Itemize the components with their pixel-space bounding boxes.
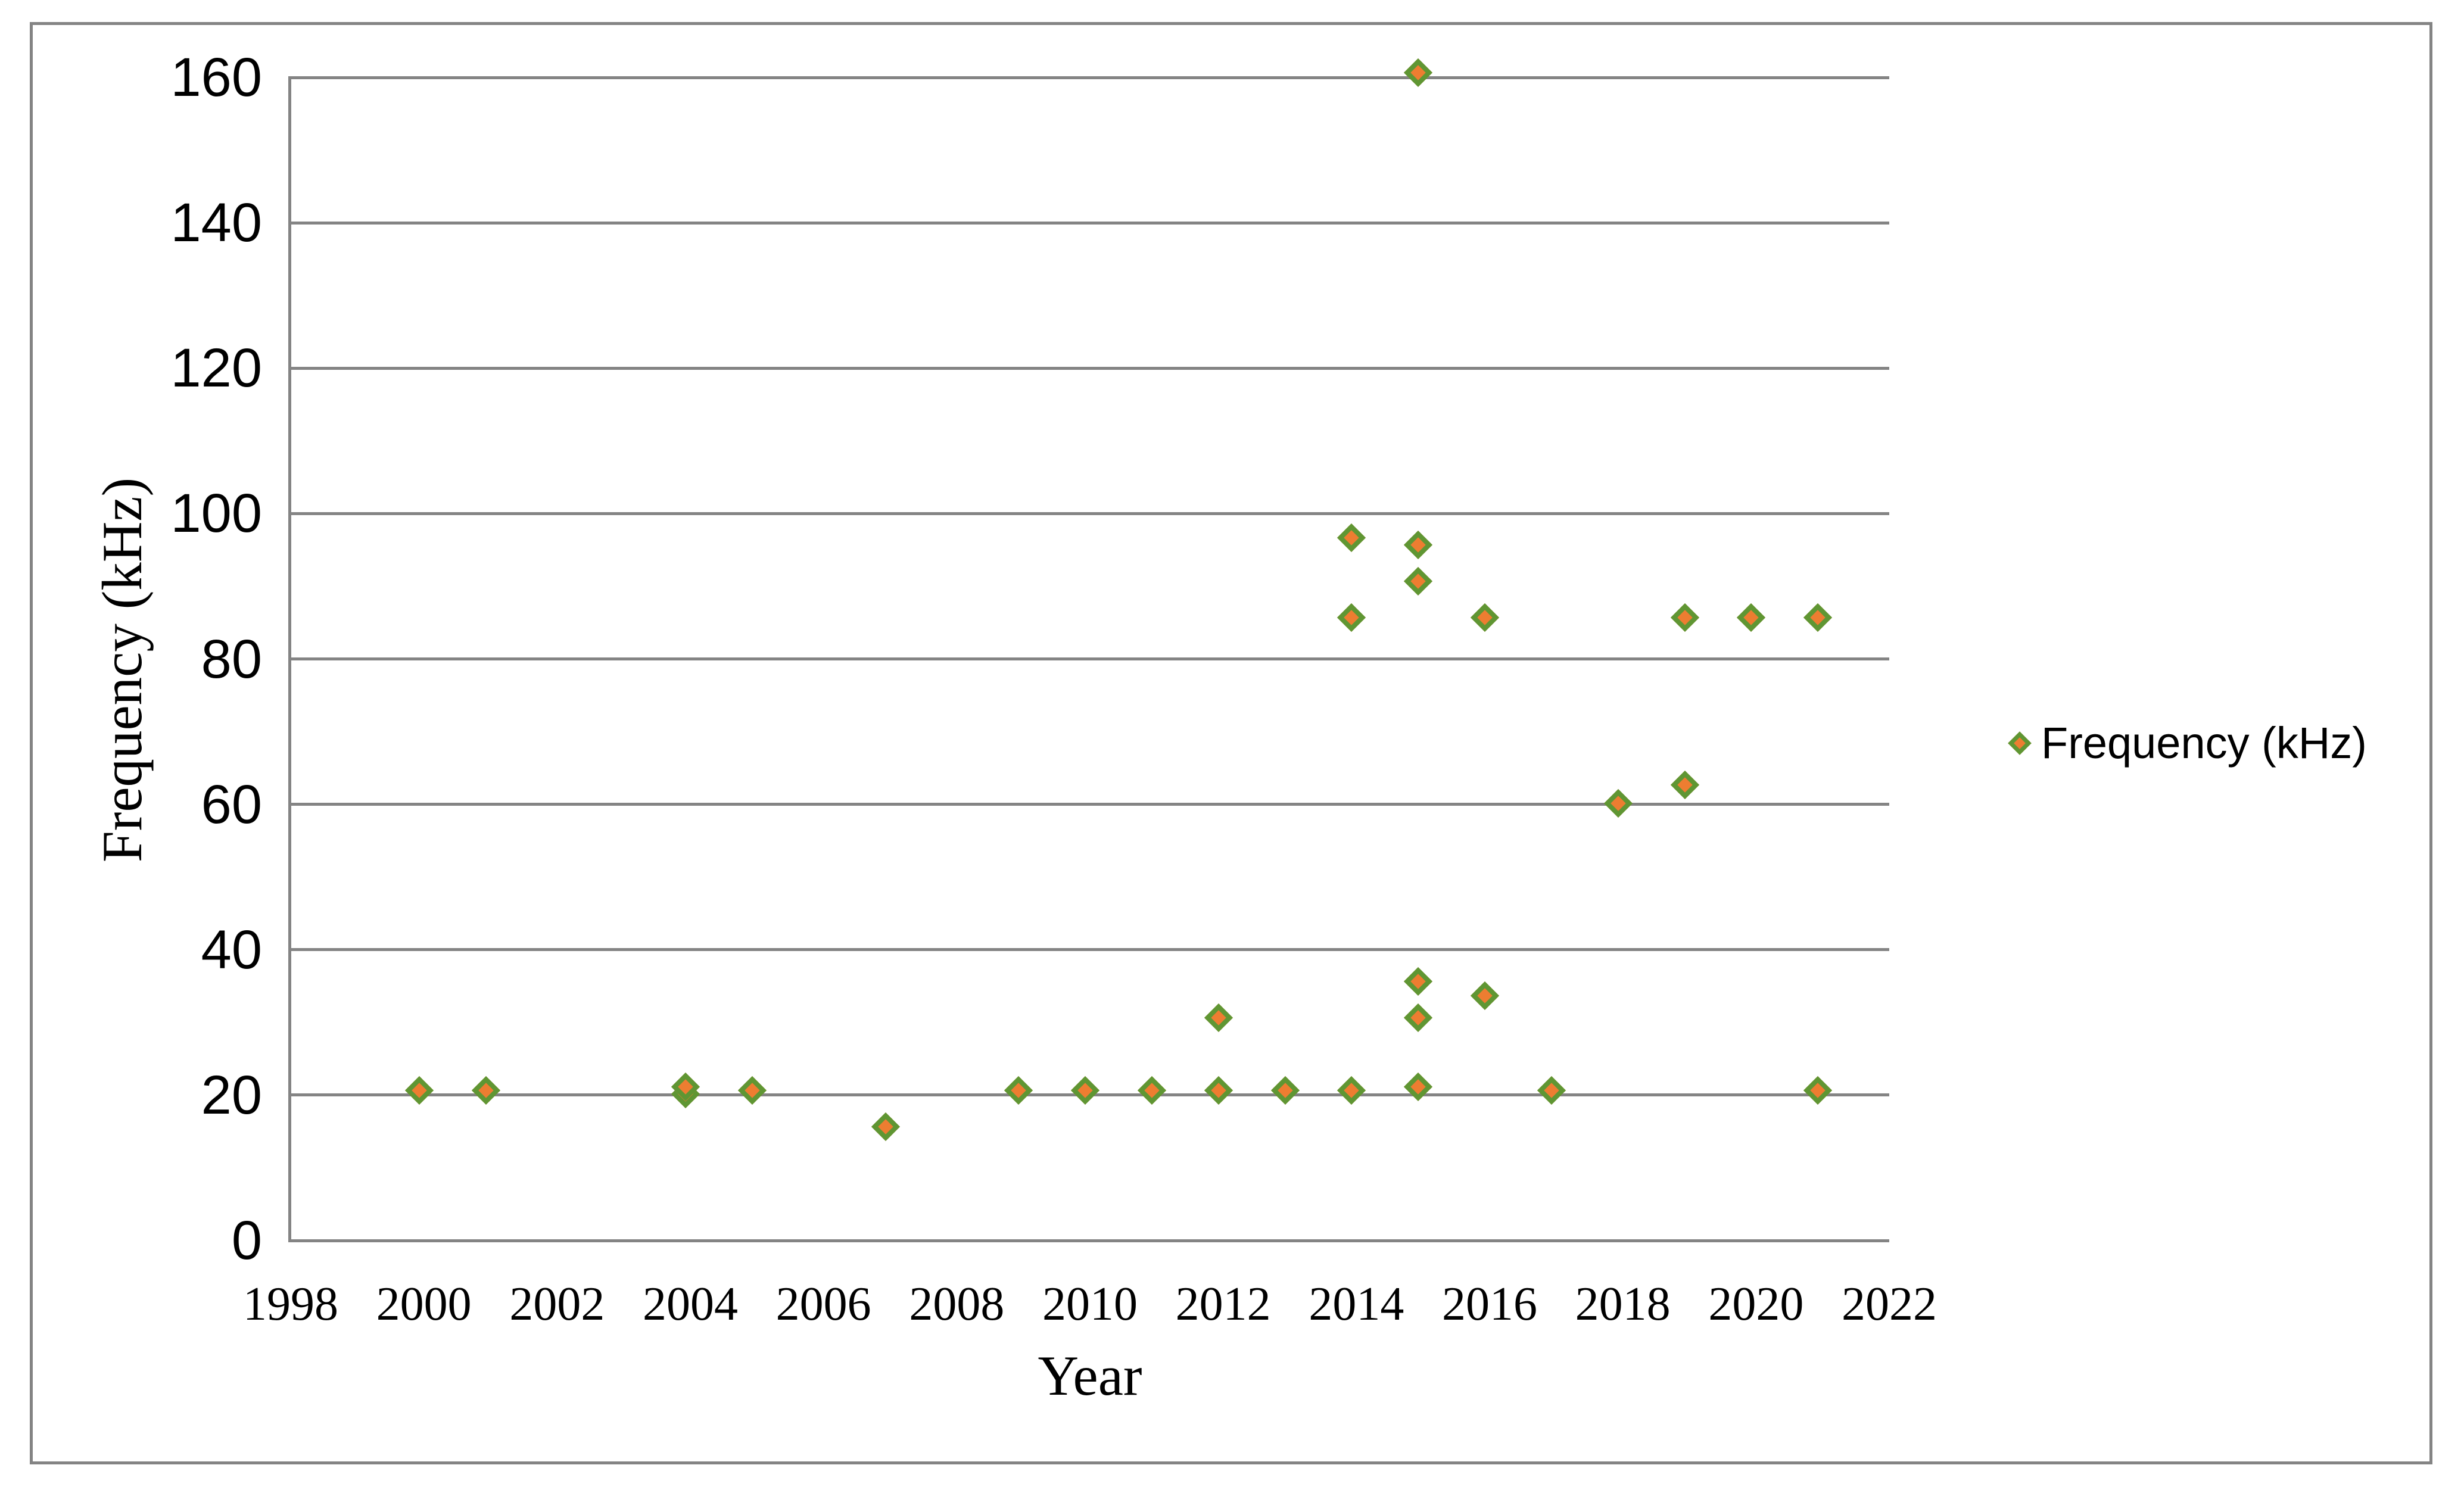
data-point-marker xyxy=(1337,1076,1366,1105)
chart-border-frame xyxy=(30,22,2432,1464)
data-point-marker xyxy=(1137,1076,1166,1105)
y-axis-line xyxy=(288,76,291,1242)
data-point-marker xyxy=(1404,967,1433,996)
x-tick-label: 2004 xyxy=(643,1278,738,1330)
x-tick-label: 2010 xyxy=(1042,1278,1138,1330)
x-axis-line xyxy=(291,1239,1889,1242)
data-point-marker xyxy=(737,1076,767,1105)
data-point-marker xyxy=(1270,1076,1300,1105)
data-point-marker xyxy=(404,1076,434,1105)
data-point-marker xyxy=(1737,603,1766,632)
data-point-marker xyxy=(471,1076,500,1105)
y-tick-label: 160 xyxy=(170,47,263,108)
gridline xyxy=(291,221,1889,225)
legend-label: Frequency (kHz) xyxy=(2041,718,2367,768)
data-point-marker xyxy=(1404,1072,1433,1101)
x-tick-label: 2018 xyxy=(1575,1278,1671,1330)
y-tick-label: 140 xyxy=(170,192,263,254)
y-tick-label: 40 xyxy=(201,919,262,980)
data-point-marker xyxy=(1404,531,1433,560)
legend: Frequency (kHz) xyxy=(2008,713,2367,773)
gridline xyxy=(291,76,1889,79)
data-point-marker xyxy=(1670,771,1699,800)
data-point-marker xyxy=(1337,523,1366,553)
gridline xyxy=(291,657,1889,660)
x-tick-label: 2006 xyxy=(775,1278,871,1330)
y-tick-label: 100 xyxy=(170,483,263,544)
y-axis-title: Frequency (kHz) xyxy=(91,477,154,863)
data-point-marker xyxy=(1470,603,1500,632)
x-tick-label: 2020 xyxy=(1708,1278,1804,1330)
y-tick-label: 0 xyxy=(231,1210,262,1271)
x-axis-title: Year xyxy=(1038,1344,1142,1407)
x-tick-label: 2012 xyxy=(1175,1278,1271,1330)
x-tick-label: 2008 xyxy=(909,1278,1005,1330)
gridline xyxy=(291,948,1889,952)
data-point-marker xyxy=(1670,603,1699,632)
data-point-marker xyxy=(1204,1003,1233,1032)
y-tick-label: 80 xyxy=(201,628,262,690)
x-tick-label: 2022 xyxy=(1842,1278,1937,1330)
data-point-marker xyxy=(1803,603,1833,632)
gridline xyxy=(291,803,1889,806)
gridline xyxy=(291,512,1889,515)
legend-diamond-icon xyxy=(2008,731,2032,755)
data-point-marker xyxy=(1803,1076,1833,1105)
data-point-marker xyxy=(1004,1076,1033,1105)
x-tick-label: 1998 xyxy=(243,1278,338,1330)
data-point-marker xyxy=(1337,603,1366,632)
data-point-marker xyxy=(1404,567,1433,596)
data-point-marker xyxy=(1603,788,1633,818)
data-point-marker xyxy=(871,1112,900,1141)
x-tick-label: 2000 xyxy=(376,1278,472,1330)
data-point-marker xyxy=(1070,1076,1100,1105)
data-point-marker xyxy=(1470,981,1500,1011)
data-point-marker xyxy=(1204,1076,1233,1105)
x-tick-label: 2002 xyxy=(509,1278,605,1330)
y-tick-label: 20 xyxy=(201,1064,262,1126)
data-point-marker xyxy=(1404,1003,1433,1032)
x-tick-label: 2016 xyxy=(1442,1278,1537,1330)
gridline xyxy=(291,366,1889,370)
data-point-marker xyxy=(1537,1076,1566,1105)
data-point-marker xyxy=(1404,58,1433,88)
y-tick-label: 120 xyxy=(170,338,263,399)
x-tick-label: 2014 xyxy=(1309,1278,1404,1330)
y-tick-label: 60 xyxy=(201,774,262,835)
